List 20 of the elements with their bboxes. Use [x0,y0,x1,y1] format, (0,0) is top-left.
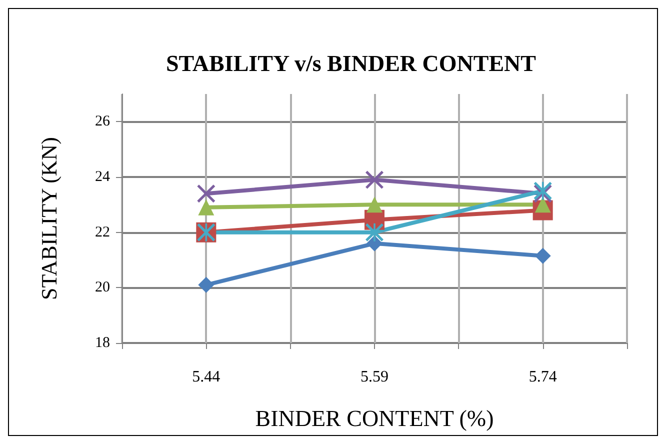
y-axis-title: STABILITY (KN) [36,136,62,300]
point [366,223,384,242]
y-tick-label: 18 [95,335,110,351]
x-tick-label: 5.59 [360,368,388,386]
chart-title: STABILITY v/s BINDER CONTENT [166,51,536,76]
point [534,248,551,264]
x-axis-title: BINDER CONTENT (%) [255,406,494,431]
x-tick-label: 5.74 [528,368,557,386]
point [366,196,382,213]
y-tick-label: 26 [95,114,110,130]
point [198,276,214,293]
y-tick-label: 24 [95,169,110,185]
point [197,184,216,203]
x-tick-label: 5.44 [192,368,220,386]
point [366,170,384,189]
point [366,235,382,252]
y-tick-label: 22 [95,224,110,240]
point [534,182,552,200]
point [198,199,214,216]
y-tick-label: 20 [95,280,110,296]
